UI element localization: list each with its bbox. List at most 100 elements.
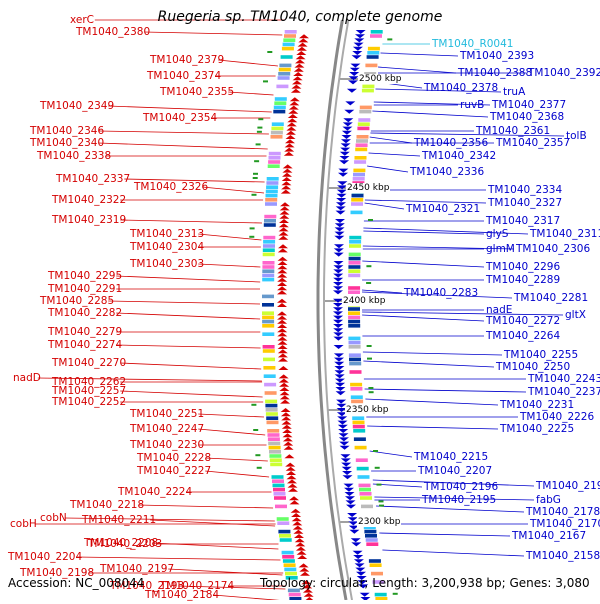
- cog-box-left: [268, 441, 281, 446]
- plus-gene-arrow: [337, 181, 348, 186]
- plus-gene-arrow: [336, 202, 346, 207]
- minus-gene-arrow: [279, 219, 289, 223]
- minus-gene-arrow: [290, 88, 301, 93]
- cog-box-right: [348, 311, 360, 315]
- plus-gene-arrow: [345, 101, 356, 106]
- connector-left: [116, 344, 261, 349]
- cog-box-left: [263, 366, 276, 370]
- plus-gene-arrow: [334, 361, 345, 366]
- minus-gene-arrow: [277, 349, 288, 354]
- cog-box-left: [287, 588, 300, 593]
- gene-label-left: TM1040_2228: [137, 452, 212, 464]
- rna-tick-right: [374, 466, 380, 469]
- plus-gene-arrow: [352, 46, 363, 51]
- gene-label-left: TM1040_2337: [56, 173, 131, 185]
- cog-box-left: [265, 399, 278, 404]
- minus-gene-arrow: [293, 67, 304, 72]
- gene-label-left: TM1040_2252: [52, 396, 127, 408]
- minus-gene-arrow: [277, 315, 288, 320]
- minus-gene-arrow: [294, 534, 304, 538]
- cog-box-left: [262, 349, 275, 353]
- cog-box-right: [357, 122, 370, 126]
- minus-gene-arrow: [280, 189, 291, 194]
- cog-box-left: [268, 445, 281, 450]
- rna-tick-right: [378, 500, 384, 503]
- minus-gene-arrow: [296, 46, 307, 51]
- connector-left: [120, 390, 263, 398]
- cog-box-left: [271, 122, 284, 126]
- connector-right: [375, 88, 502, 93]
- gene-label-left: TM1040_2251: [130, 408, 205, 420]
- cog-box-left: [264, 214, 277, 219]
- connector-left: [98, 130, 269, 135]
- gene-label-right: TM1040_2196: [424, 481, 499, 493]
- cog-box-left: [262, 273, 275, 278]
- plus-gene-arrow: [335, 210, 346, 215]
- cog-box-left: [263, 240, 276, 244]
- minus-gene-arrow: [302, 588, 313, 593]
- gene-label-right: TM1040_2207: [418, 465, 493, 477]
- plus-gene-arrow: [338, 433, 349, 438]
- accession-text: Accession: NC_008044: [8, 576, 145, 590]
- gene-label-right: TM1040_2226: [520, 411, 595, 423]
- minus-gene-arrow: [277, 328, 288, 333]
- cog-box-left: [262, 303, 274, 307]
- cog-box-right: [348, 324, 361, 328]
- cog-box-right: [348, 269, 361, 273]
- cog-box-right: [349, 235, 362, 240]
- minus-gene-arrow: [277, 265, 288, 270]
- connector-left: [138, 504, 274, 509]
- cog-box-right: [348, 286, 361, 290]
- gene-label-right: TM1040_2158: [526, 550, 600, 562]
- cog-box-left: [270, 462, 283, 467]
- cog-box-left: [274, 101, 287, 105]
- minus-gene-arrow: [295, 542, 306, 547]
- plus-gene-arrow: [333, 328, 344, 333]
- cog-box-right: [356, 139, 368, 143]
- minus-gene-arrow: [278, 374, 289, 379]
- plus-gene-arrow: [346, 504, 356, 509]
- cog-box-left: [282, 42, 295, 47]
- minus-gene-arrow: [289, 500, 300, 505]
- connector-right: [363, 230, 485, 235]
- cog-box-right: [353, 437, 366, 441]
- plus-gene-arrow: [333, 282, 344, 286]
- cog-box-left: [269, 450, 281, 454]
- cog-box-left: [266, 416, 279, 420]
- cog-box-left: [266, 185, 279, 189]
- connector-left: [116, 312, 261, 320]
- cog-box-left: [269, 458, 282, 462]
- cog-box-right: [348, 307, 360, 311]
- plus-gene-arrow: [337, 420, 348, 425]
- connector-right: [362, 311, 564, 316]
- rna-tick-left: [267, 51, 273, 53]
- minus-gene-arrow: [288, 109, 299, 114]
- cog-box-left: [263, 244, 275, 248]
- minus-gene-arrow: [285, 130, 296, 135]
- cog-box-left: [284, 30, 297, 34]
- gene-label-right: TM1040_2327: [488, 197, 563, 209]
- plus-gene-arrow: [342, 471, 353, 475]
- cog-box-right: [368, 559, 381, 563]
- cog-box-right: [357, 475, 370, 479]
- cog-box-left: [268, 160, 281, 164]
- plus-gene-arrow: [341, 462, 352, 467]
- connector-left: [150, 519, 276, 527]
- cog-box-left: [264, 382, 277, 387]
- cog-box-right: [353, 429, 366, 433]
- minus-gene-arrow: [278, 227, 289, 232]
- minus-gene-arrow: [297, 42, 308, 47]
- connector-left: [205, 457, 268, 462]
- cog-box-right: [353, 172, 365, 177]
- minus-gene-arrow: [282, 164, 293, 169]
- gene-label-right: TM1040_2306: [516, 243, 591, 255]
- cog-box-right: [375, 597, 388, 601]
- minus-gene-arrow: [282, 172, 292, 177]
- minus-gene-arrow: [299, 567, 310, 572]
- kbp-marker: 2500 kbp: [358, 74, 403, 84]
- gene-label-right: TM1040_2225: [500, 423, 575, 435]
- plus-gene-arrow: [352, 51, 363, 55]
- plus-gene-arrow: [339, 445, 350, 450]
- cog-box-right: [370, 34, 382, 38]
- minus-gene-arrow: [278, 244, 288, 249]
